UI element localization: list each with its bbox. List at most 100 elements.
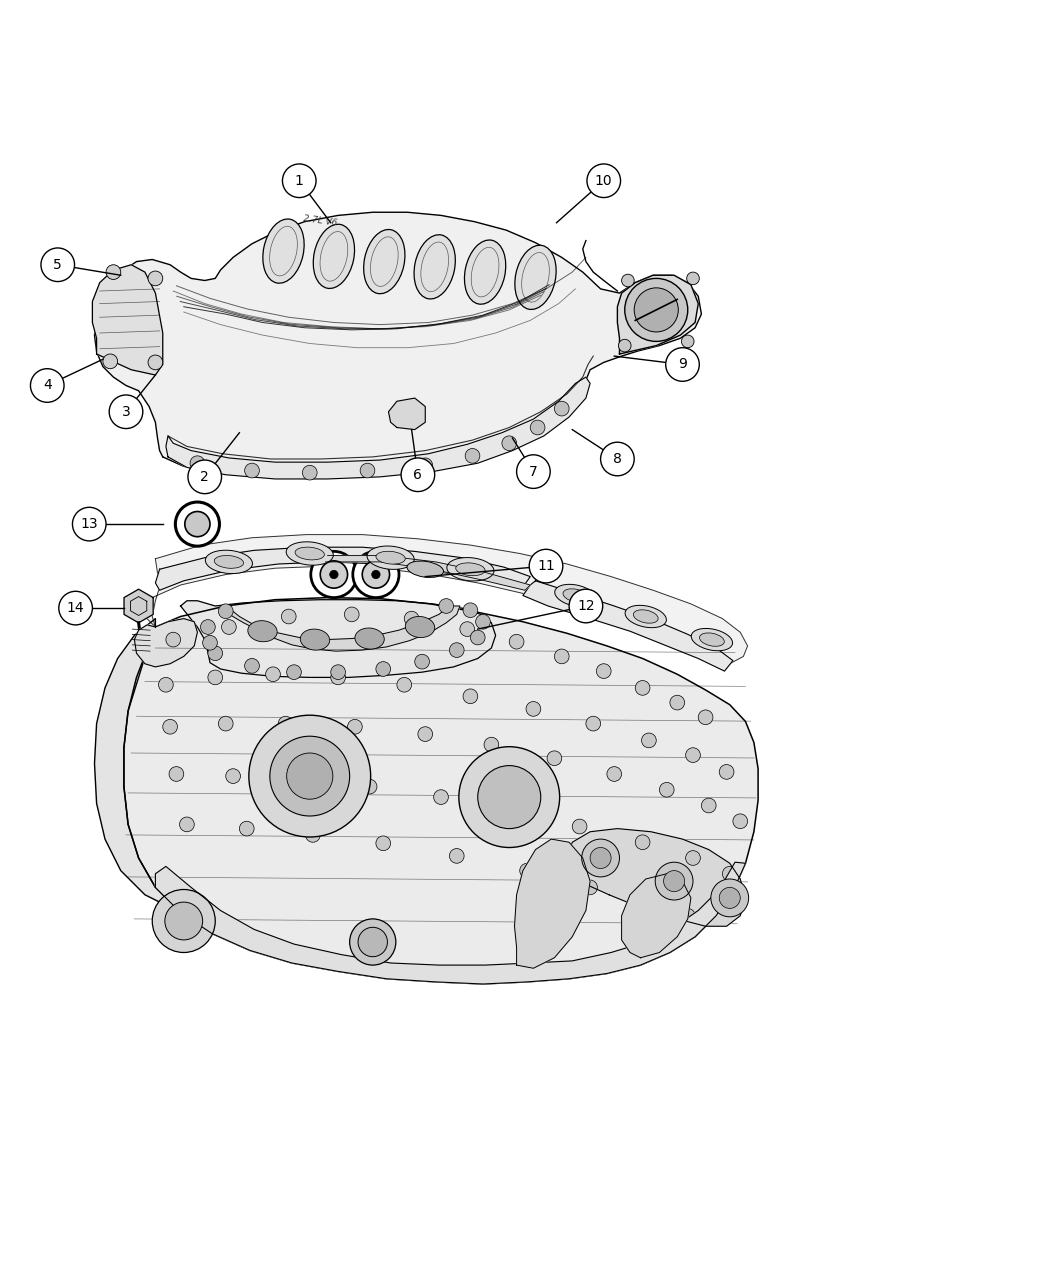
Polygon shape xyxy=(523,581,733,671)
Text: 7: 7 xyxy=(529,464,538,478)
Text: 4: 4 xyxy=(43,379,51,393)
Text: 9: 9 xyxy=(678,357,687,371)
Ellipse shape xyxy=(563,589,588,602)
Circle shape xyxy=(586,717,601,731)
Circle shape xyxy=(418,458,433,473)
Circle shape xyxy=(687,272,699,284)
Circle shape xyxy=(622,274,634,287)
Circle shape xyxy=(203,635,217,650)
Text: 8: 8 xyxy=(613,453,622,465)
Circle shape xyxy=(311,551,357,598)
Text: 2.7L V6: 2.7L V6 xyxy=(302,214,338,228)
Circle shape xyxy=(165,903,203,940)
Text: 10: 10 xyxy=(595,173,612,187)
Circle shape xyxy=(287,664,301,680)
Circle shape xyxy=(372,570,380,579)
Circle shape xyxy=(484,737,499,752)
Text: 12: 12 xyxy=(578,599,594,613)
Circle shape xyxy=(152,890,215,952)
Circle shape xyxy=(701,798,716,813)
Circle shape xyxy=(397,677,412,692)
Circle shape xyxy=(635,681,650,695)
Circle shape xyxy=(526,701,541,717)
Ellipse shape xyxy=(313,224,355,288)
Polygon shape xyxy=(514,839,590,968)
Circle shape xyxy=(362,779,377,794)
Circle shape xyxy=(30,368,64,403)
Circle shape xyxy=(302,465,317,479)
Circle shape xyxy=(670,695,685,710)
Circle shape xyxy=(148,272,163,286)
Circle shape xyxy=(59,592,92,625)
Circle shape xyxy=(266,667,280,682)
Ellipse shape xyxy=(407,561,443,578)
Ellipse shape xyxy=(295,547,324,560)
Circle shape xyxy=(722,867,737,881)
Polygon shape xyxy=(94,212,701,477)
Circle shape xyxy=(222,620,236,635)
Ellipse shape xyxy=(262,219,304,283)
Circle shape xyxy=(554,649,569,664)
Ellipse shape xyxy=(625,278,688,342)
Ellipse shape xyxy=(514,245,556,310)
Text: 5: 5 xyxy=(54,258,62,272)
Circle shape xyxy=(502,436,517,450)
Ellipse shape xyxy=(355,629,384,649)
Circle shape xyxy=(226,769,240,783)
Circle shape xyxy=(103,354,118,368)
Circle shape xyxy=(148,354,163,370)
Ellipse shape xyxy=(376,551,405,564)
Circle shape xyxy=(190,456,205,470)
Circle shape xyxy=(376,836,391,850)
Polygon shape xyxy=(145,534,748,664)
Circle shape xyxy=(175,502,219,546)
Polygon shape xyxy=(622,873,691,958)
Circle shape xyxy=(434,789,448,805)
Polygon shape xyxy=(181,599,496,677)
Circle shape xyxy=(418,727,433,742)
Circle shape xyxy=(590,848,611,868)
Circle shape xyxy=(638,895,653,909)
Circle shape xyxy=(509,635,524,649)
Circle shape xyxy=(463,688,478,704)
Text: 6: 6 xyxy=(414,468,422,482)
Circle shape xyxy=(350,919,396,965)
Circle shape xyxy=(306,827,320,843)
Polygon shape xyxy=(134,618,197,667)
Polygon shape xyxy=(92,265,163,375)
Ellipse shape xyxy=(368,546,414,570)
Circle shape xyxy=(287,754,333,799)
Circle shape xyxy=(463,603,478,617)
Circle shape xyxy=(188,460,222,493)
Ellipse shape xyxy=(625,606,667,627)
Circle shape xyxy=(582,839,620,877)
Circle shape xyxy=(404,611,419,626)
Circle shape xyxy=(529,550,563,583)
Circle shape xyxy=(664,871,685,891)
Ellipse shape xyxy=(414,235,456,298)
Circle shape xyxy=(459,747,560,848)
Circle shape xyxy=(353,551,399,598)
Circle shape xyxy=(320,561,348,588)
Circle shape xyxy=(166,632,181,646)
Circle shape xyxy=(465,449,480,463)
Circle shape xyxy=(331,671,345,685)
Circle shape xyxy=(360,463,375,478)
Polygon shape xyxy=(226,606,460,652)
Circle shape xyxy=(642,733,656,747)
Text: 11: 11 xyxy=(538,560,554,572)
Circle shape xyxy=(635,835,650,849)
Circle shape xyxy=(655,862,693,900)
Circle shape xyxy=(415,654,429,669)
Ellipse shape xyxy=(464,240,506,305)
Circle shape xyxy=(733,813,748,829)
Circle shape xyxy=(719,887,740,908)
Circle shape xyxy=(159,677,173,692)
Circle shape xyxy=(245,463,259,478)
Ellipse shape xyxy=(363,230,405,293)
Ellipse shape xyxy=(634,288,678,332)
Polygon shape xyxy=(617,275,698,354)
Circle shape xyxy=(572,819,587,834)
Circle shape xyxy=(163,719,177,734)
Circle shape xyxy=(596,664,611,678)
